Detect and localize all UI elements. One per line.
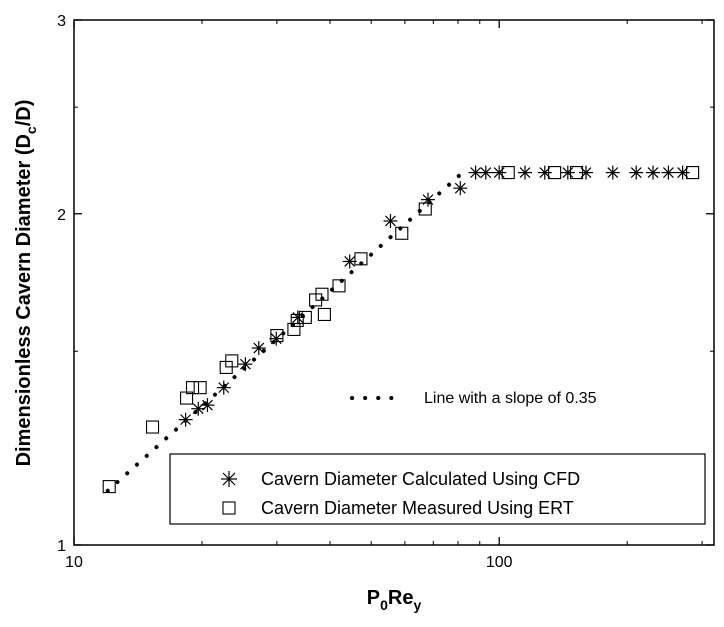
cfd-asterisk-point <box>560 165 575 180</box>
ert-square-point <box>270 329 284 343</box>
ert-square-point <box>332 279 346 293</box>
ert-square-point <box>418 202 432 216</box>
cfd-asterisk-point <box>468 165 483 180</box>
trend-line-path <box>105 170 465 493</box>
cfd-asterisk-point <box>478 165 493 180</box>
x-axis-title-sub0: 0 <box>380 597 388 613</box>
y-tick-label: 3 <box>57 13 66 30</box>
legend-square-marker <box>222 501 236 515</box>
y-axis-title: Dimensionless Cavern Diameter (Dc/D) <box>13 100 39 467</box>
x-axis-title-suby: y <box>413 597 421 613</box>
ert-square-point <box>569 166 584 180</box>
ert-square-point <box>686 166 700 180</box>
y-axis-title-tail: /D) <box>13 100 35 127</box>
y-axis-title-base: Dimensionless Cavern Diameter (D <box>13 134 35 466</box>
cfd-asterisk-point <box>383 213 398 228</box>
ert-square-point <box>354 252 368 266</box>
x-axis-title-re: Re <box>388 587 414 609</box>
cfd-asterisk-point <box>453 181 468 196</box>
data-markers <box>102 165 700 494</box>
cfd-asterisk-point <box>537 165 552 180</box>
cfd-asterisk-point <box>238 357 253 372</box>
plot-frame <box>73 19 715 546</box>
y-axis-title-sub: c <box>23 126 39 134</box>
x-axis-title-p: P <box>367 587 380 609</box>
axis-ticks: 1 2 3 10 100 <box>57 13 714 571</box>
y-tick-label: 2 <box>57 207 66 224</box>
ert-square-point <box>185 381 200 395</box>
cfd-asterisk-point <box>342 254 357 269</box>
legend-label-cfd: Cavern Diameter Calculated Using CFD <box>261 469 580 489</box>
ert-square-point <box>287 322 301 336</box>
ert-square-point <box>193 381 207 395</box>
cfd-asterisk-point <box>675 165 690 180</box>
ert-square-point <box>225 354 239 368</box>
x-tick-label: 100 <box>486 554 513 571</box>
x-tick-label: 10 <box>65 554 83 571</box>
trend-annotation: Line with a slope of 0.35 <box>350 390 597 407</box>
cfd-asterisk-point <box>605 165 620 180</box>
cfd-asterisk-point <box>251 341 266 356</box>
ert-square-point <box>298 310 312 324</box>
ert-square-point <box>290 313 304 327</box>
x-axis-title: P0Rey <box>367 587 422 613</box>
cfd-asterisk-point <box>420 192 435 207</box>
cfd-asterisk-point <box>661 165 676 180</box>
cfd-asterisk-point <box>579 165 593 180</box>
legend-label-ert: Cavern Diameter Measured Using ERT <box>261 498 574 518</box>
cfd-asterisk-point <box>646 165 661 180</box>
cfd-asterisk-point <box>216 380 231 395</box>
ert-square-point <box>145 420 160 434</box>
ert-square-point <box>548 166 562 180</box>
legend: Cavern Diameter Calculated Using CFD Cav… <box>169 453 706 525</box>
cfd-asterisk-point <box>518 165 533 180</box>
cfd-asterisk-point <box>492 165 507 180</box>
legend-asterisk-marker <box>221 471 237 487</box>
ert-square-point <box>395 226 409 240</box>
y-tick-label: 1 <box>57 538 66 555</box>
ert-square-point <box>317 307 331 322</box>
cfd-asterisk-point <box>200 398 215 413</box>
ert-square-point <box>102 480 116 494</box>
ert-square-point <box>501 166 515 180</box>
trend-line <box>105 170 465 493</box>
cfd-asterisk-point <box>178 412 193 427</box>
legend-box <box>169 453 706 525</box>
ert-square-point <box>315 287 329 301</box>
cfd-asterisk-point <box>629 165 644 180</box>
trend-annotation-label: Line with a slope of 0.35 <box>424 390 597 407</box>
